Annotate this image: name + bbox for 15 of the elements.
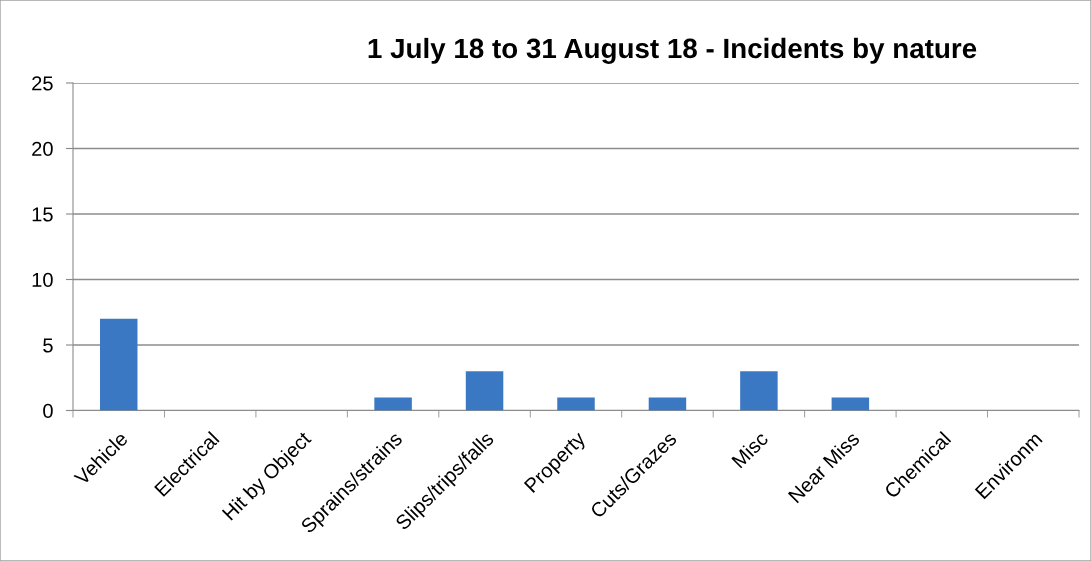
bar [740, 371, 778, 411]
bar [831, 397, 870, 411]
bar [465, 371, 504, 411]
bar [374, 397, 412, 411]
x-tick-label: Misc [730, 430, 769, 469]
bar [99, 318, 138, 411]
y-tick-label: 5 [43, 338, 53, 353]
bar [648, 397, 687, 411]
y-tick-label: 20 [32, 141, 53, 156]
y-tick-label: 25 [32, 76, 53, 91]
y-tick-label: 15 [32, 207, 53, 222]
y-tick-label: 0 [43, 403, 53, 418]
y-tick-label: 10 [32, 272, 53, 287]
bar [557, 397, 595, 411]
chart-title: 1 July 18 to 31 August 18 - Incidents by nature [368, 37, 977, 64]
